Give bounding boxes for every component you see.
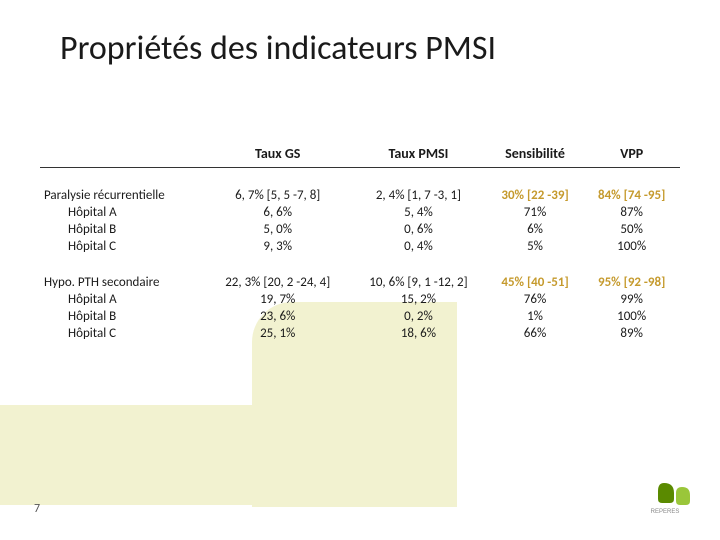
row-label: Hôpital B — [40, 221, 205, 238]
indicators-table: Taux GS Taux PMSI Sensibilité VPP Paraly… — [40, 140, 680, 342]
cell-sens: 1% — [487, 308, 584, 325]
cell-sens: 76% — [487, 291, 584, 308]
page-title: Propriétés des indicateurs PMSI — [60, 28, 680, 69]
row-label: Hôpital B — [40, 308, 205, 325]
cell-taux-gs: 19, 7% — [205, 291, 350, 308]
cell-vpp: 95% [92 -98] — [583, 267, 680, 291]
cell-vpp: 100% — [583, 308, 680, 325]
row-label: Hôpital A — [40, 291, 205, 308]
cell-taux-pmsi: 0, 6% — [350, 221, 487, 238]
table-row: Hôpital C 25, 1% 18, 6% 66% 89% — [40, 325, 680, 342]
row-label: Paralysie récurrentielle — [40, 180, 205, 204]
row-label: Hôpital A — [40, 204, 205, 221]
logo: REPERES — [638, 481, 692, 520]
cell-vpp: 100% — [583, 238, 680, 255]
cell-vpp: 84% [74 -95] — [583, 180, 680, 204]
cell-vpp: 87% — [583, 204, 680, 221]
table-row: Hôpital A 6, 6% 5, 4% 71% 87% — [40, 204, 680, 221]
cell-taux-pmsi: 0, 2% — [350, 308, 487, 325]
row-label: Hôpital C — [40, 238, 205, 255]
cell-sens: 30% [22 -39] — [487, 180, 584, 204]
col-taux-gs: Taux GS — [205, 140, 350, 168]
table-row: Hypo. PTH secondaire 22, 3% [20, 2 -24, … — [40, 267, 680, 291]
cell-taux-gs: 6, 6% — [205, 204, 350, 221]
col-sensibilite: Sensibilité — [487, 140, 584, 168]
slide: Propriétés des indicateurs PMSI Taux GS … — [0, 0, 720, 540]
cell-vpp: 89% — [583, 325, 680, 342]
cell-taux-gs: 22, 3% [20, 2 -24, 4] — [205, 267, 350, 291]
cell-sens: 45% [40 -51] — [487, 267, 584, 291]
table-header-row: Taux GS Taux PMSI Sensibilité VPP — [40, 140, 680, 168]
row-label: Hypo. PTH secondaire — [40, 267, 205, 291]
cell-sens: 5% — [487, 238, 584, 255]
col-vpp: VPP — [583, 140, 680, 168]
table-row: Hôpital C 9, 3% 0, 4% 5% 100% — [40, 238, 680, 255]
col-taux-pmsi: Taux PMSI — [350, 140, 487, 168]
cell-taux-pmsi: 15, 2% — [350, 291, 487, 308]
cell-sens: 66% — [487, 325, 584, 342]
cell-taux-gs: 5, 0% — [205, 221, 350, 238]
cell-taux-pmsi: 18, 6% — [350, 325, 487, 342]
table-row: Hôpital B 23, 6% 0, 2% 1% 100% — [40, 308, 680, 325]
cell-taux-gs: 6, 7% [5, 5 -7, 8] — [205, 180, 350, 204]
cell-taux-gs: 25, 1% — [205, 325, 350, 342]
table-spacer — [40, 168, 680, 181]
cell-sens: 71% — [487, 204, 584, 221]
page-number: 7 — [34, 502, 40, 516]
cell-taux-pmsi: 10, 6% [9, 1 -12, 2] — [350, 267, 487, 291]
table: Taux GS Taux PMSI Sensibilité VPP Paraly… — [40, 140, 680, 342]
cell-sens: 6% — [487, 221, 584, 238]
logo-text: REPERES — [651, 509, 680, 515]
table-spacer — [40, 255, 680, 267]
cell-taux-pmsi: 2, 4% [1, 7 -3, 1] — [350, 180, 487, 204]
logo-icon: REPERES — [638, 481, 692, 515]
table-row: Paralysie récurrentielle 6, 7% [5, 5 -7,… — [40, 180, 680, 204]
cell-taux-pmsi: 5, 4% — [350, 204, 487, 221]
table-row: Hôpital B 5, 0% 0, 6% 6% 50% — [40, 221, 680, 238]
cell-taux-gs: 9, 3% — [205, 238, 350, 255]
row-label: Hôpital C — [40, 325, 205, 342]
cell-taux-gs: 23, 6% — [205, 308, 350, 325]
col-rowheader — [40, 140, 205, 168]
cell-taux-pmsi: 0, 4% — [350, 238, 487, 255]
table-row: Hôpital A 19, 7% 15, 2% 76% 99% — [40, 291, 680, 308]
cell-vpp: 50% — [583, 221, 680, 238]
cell-vpp: 99% — [583, 291, 680, 308]
